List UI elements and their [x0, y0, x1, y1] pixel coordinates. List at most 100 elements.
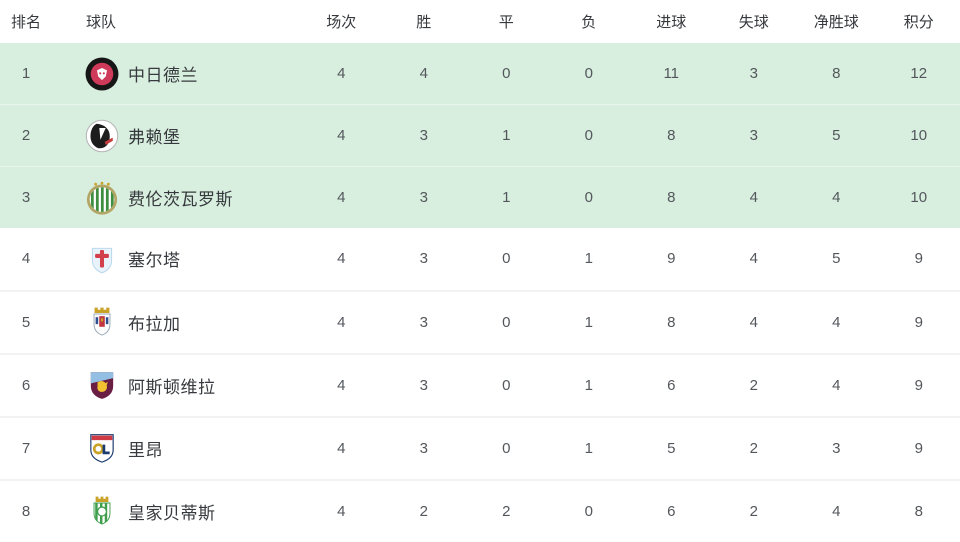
team-cell: 中日德兰 [52, 43, 300, 104]
table-row-freiburg[interactable]: 2 弗赖堡 4 3 1 0 8 3 5 10 [0, 104, 960, 167]
played-cell: 4 [337, 65, 346, 83]
wins-cell: 4 [419, 65, 428, 83]
points-cell: 10 [910, 189, 928, 207]
draws-cell: 0 [502, 439, 511, 457]
goals-against-cell: 3 [749, 65, 758, 83]
points-cell: 9 [914, 376, 923, 394]
wins-cell: 3 [419, 127, 428, 145]
points-cell: 8 [914, 502, 923, 520]
wins-cell: 3 [419, 313, 428, 331]
wins-cell: 2 [419, 502, 428, 520]
table-row-braga[interactable]: 5 布拉加 4 3 0 1 8 4 4 9 [0, 289, 960, 353]
goal-diff-cell: 3 [832, 439, 841, 457]
points-cell: 12 [910, 65, 928, 83]
goal-diff-cell: 5 [832, 127, 841, 145]
column-header-team: 球队 [86, 14, 117, 31]
freiburg-crest-icon [85, 119, 119, 153]
column-header-goals-for: 进球 [656, 14, 687, 31]
column-header-losses: 负 [581, 14, 597, 31]
wins-cell: 3 [419, 250, 428, 268]
team-name: 弗赖堡 [128, 128, 181, 148]
team-cell: 塞尔塔 [52, 228, 300, 289]
losses-cell: 1 [584, 313, 593, 331]
table-row-lyon[interactable]: 7 里昂 4 3 0 1 5 2 3 9 [0, 415, 960, 479]
team-name: 费伦茨瓦罗斯 [128, 190, 233, 210]
goal-diff-cell: 8 [832, 65, 841, 83]
goals-against-cell: 2 [749, 439, 758, 457]
table-row-midtjylland[interactable]: 1 中日德兰 4 4 0 0 11 3 8 12 [0, 43, 960, 105]
points-cell: 9 [914, 250, 923, 268]
losses-cell: 1 [584, 250, 593, 268]
column-header-draws: 平 [498, 14, 514, 31]
wins-cell: 3 [419, 189, 428, 207]
table-row-real-betis[interactable]: 8 皇家贝蒂斯 4 2 2 0 6 2 4 8 [0, 478, 960, 542]
goal-diff-cell: 4 [832, 376, 841, 394]
braga-crest-icon [85, 305, 119, 339]
points-cell: 9 [914, 313, 923, 331]
lyon-crest-icon [85, 431, 119, 465]
aston-villa-crest-icon [85, 368, 119, 402]
goals-for-cell: 8 [667, 127, 676, 145]
celta-vigo-crest-icon [85, 242, 119, 276]
draws-cell: 1 [502, 127, 511, 145]
column-header-goals-against: 失球 [738, 14, 769, 31]
ferencvaros-crest-icon [85, 181, 119, 215]
table-row-ferencvaros[interactable]: 3 费伦茨瓦罗斯 4 3 1 0 8 4 4 10 [0, 166, 960, 229]
column-header-wins: 胜 [416, 14, 432, 31]
team-cell: 弗赖堡 [52, 105, 300, 166]
team-cell: 阿斯顿维拉 [52, 355, 300, 416]
wins-cell: 3 [419, 376, 428, 394]
goals-for-cell: 5 [667, 439, 676, 457]
team-cell: 费伦茨瓦罗斯 [52, 167, 300, 228]
rank-cell: 2 [21, 127, 31, 145]
goals-for-cell: 6 [667, 376, 676, 394]
goals-for-cell: 8 [667, 313, 676, 331]
goals-against-cell: 2 [749, 502, 758, 520]
goal-diff-cell: 4 [832, 502, 841, 520]
played-cell: 4 [337, 313, 346, 331]
rank-cell: 3 [21, 189, 31, 207]
goals-for-cell: 8 [667, 189, 676, 207]
table-header-row: 排名 球队 场次 胜 平 负 进球 失球 净胜球 积分 [0, 0, 960, 43]
goals-for-cell: 6 [667, 502, 676, 520]
rank-cell: 8 [21, 502, 31, 520]
goal-diff-cell: 4 [832, 189, 841, 207]
team-name: 阿斯顿维拉 [128, 377, 216, 397]
losses-cell: 0 [584, 65, 593, 83]
goals-for-cell: 11 [663, 65, 680, 83]
goals-against-cell: 4 [749, 250, 758, 268]
team-name: 布拉加 [128, 314, 181, 334]
rank-cell: 7 [21, 439, 31, 457]
losses-cell: 1 [584, 439, 593, 457]
column-header-points: 积分 [903, 14, 934, 31]
played-cell: 4 [337, 376, 346, 394]
midtjylland-crest-icon [85, 57, 119, 91]
team-cell: 皇家贝蒂斯 [52, 481, 300, 542]
losses-cell: 1 [584, 376, 593, 394]
goals-against-cell: 4 [749, 189, 758, 207]
losses-cell: 0 [584, 127, 593, 145]
team-name: 中日德兰 [128, 66, 198, 86]
losses-cell: 0 [584, 502, 593, 520]
team-name: 塞尔塔 [128, 251, 181, 271]
column-header-rank: 排名 [10, 14, 41, 31]
draws-cell: 0 [502, 313, 511, 331]
column-header-goal-diff: 净胜球 [813, 14, 859, 31]
table-row-celta[interactable]: 4 塞尔塔 4 3 0 1 9 4 5 9 [0, 228, 960, 290]
goals-for-cell: 9 [667, 250, 676, 268]
column-header-played: 场次 [326, 14, 357, 31]
table-row-aston-villa[interactable]: 6 阿斯顿维拉 4 3 0 1 6 2 4 9 [0, 352, 960, 416]
team-cell: 里昂 [52, 418, 300, 479]
goal-diff-cell: 5 [832, 250, 841, 268]
losses-cell: 0 [584, 189, 593, 207]
draws-cell: 2 [502, 502, 511, 520]
goals-against-cell: 3 [749, 127, 758, 145]
draws-cell: 0 [502, 65, 511, 83]
team-name: 里昂 [128, 440, 163, 460]
real-betis-crest-icon [85, 494, 119, 528]
draws-cell: 0 [502, 250, 511, 268]
played-cell: 4 [337, 127, 346, 145]
played-cell: 4 [337, 439, 346, 457]
team-name: 皇家贝蒂斯 [128, 503, 216, 523]
